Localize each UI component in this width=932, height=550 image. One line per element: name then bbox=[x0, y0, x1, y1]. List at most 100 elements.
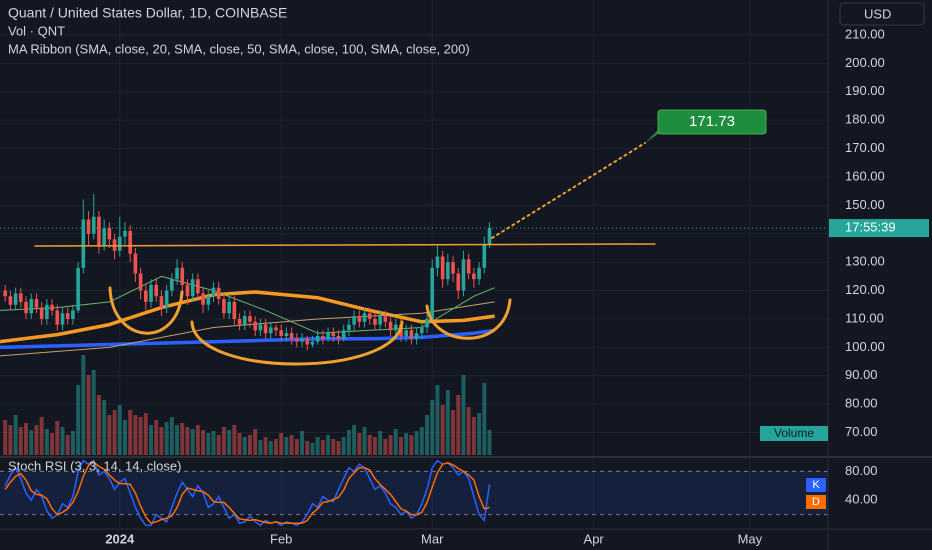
volume-bar bbox=[399, 437, 403, 455]
candle-body bbox=[425, 318, 429, 328]
volume-bar bbox=[55, 421, 60, 455]
candle-body bbox=[216, 287, 221, 300]
y-tick-label: 190.00 bbox=[845, 83, 885, 98]
volume-bar bbox=[419, 427, 424, 455]
candle-body bbox=[487, 228, 492, 246]
volume-bar bbox=[138, 417, 143, 455]
candle-body bbox=[232, 301, 237, 319]
candle-body bbox=[65, 313, 70, 319]
candle-body bbox=[60, 313, 65, 325]
candle-body bbox=[284, 333, 289, 336]
ma-line bbox=[0, 328, 495, 350]
candle-body bbox=[310, 341, 315, 345]
volume-bar bbox=[86, 375, 91, 455]
volume-bar bbox=[456, 395, 461, 455]
volume-pane bbox=[3, 355, 492, 455]
volume-bar bbox=[128, 410, 133, 455]
volume-bar bbox=[372, 437, 377, 455]
volume-bar bbox=[76, 385, 81, 455]
volume-bar bbox=[65, 435, 70, 455]
candle-body bbox=[242, 316, 247, 325]
volume-bar bbox=[393, 429, 398, 455]
volume-bar bbox=[24, 423, 29, 455]
volume-bar bbox=[232, 425, 237, 455]
candle-body bbox=[71, 310, 75, 319]
chart-title: Quant / United States Dollar, 1D, COINBA… bbox=[8, 5, 287, 21]
volume-bar bbox=[159, 427, 164, 455]
volume-bar bbox=[81, 355, 86, 455]
volume-bar bbox=[216, 435, 221, 455]
candle-body bbox=[170, 279, 174, 291]
candle-body bbox=[279, 330, 284, 336]
volume-bar bbox=[133, 415, 138, 455]
volume-bar bbox=[70, 431, 75, 455]
volume-bar bbox=[13, 415, 18, 455]
volume-bar bbox=[388, 435, 393, 455]
volume-bar bbox=[18, 427, 23, 455]
volume-bar bbox=[352, 425, 357, 455]
volume-bar bbox=[451, 410, 456, 455]
candle-body bbox=[24, 301, 28, 314]
candle-body bbox=[393, 324, 398, 331]
y-tick-label: 160.00 bbox=[845, 168, 885, 183]
x-tick-label: 2024 bbox=[105, 531, 135, 546]
candle-body bbox=[289, 333, 294, 339]
volume-bar bbox=[154, 420, 159, 455]
currency-box[interactable] bbox=[839, 2, 925, 26]
candle-body bbox=[362, 313, 367, 322]
volume-bar bbox=[175, 425, 180, 455]
candles bbox=[0, 193, 828, 351]
volume-bar bbox=[383, 439, 388, 455]
volume-bar bbox=[378, 431, 383, 455]
volume-label: Volume bbox=[774, 426, 814, 440]
candle-body bbox=[446, 262, 450, 280]
volume-bar bbox=[102, 400, 107, 455]
volume-bar bbox=[190, 429, 195, 455]
x-tick-label: May bbox=[738, 531, 763, 546]
candle-body bbox=[305, 338, 310, 345]
volume-bar bbox=[477, 413, 482, 455]
candle-body bbox=[321, 335, 325, 339]
y-tick-label: 180.00 bbox=[845, 112, 885, 127]
candle-body bbox=[300, 338, 304, 342]
volume-bar bbox=[320, 440, 325, 455]
x-tick-label: Apr bbox=[584, 531, 605, 546]
volume-bar bbox=[164, 422, 169, 455]
candle-body bbox=[149, 284, 153, 302]
candle-body bbox=[196, 279, 200, 294]
y-tick-label: 130.00 bbox=[845, 254, 885, 269]
volume-bar bbox=[409, 435, 414, 455]
projection bbox=[491, 142, 646, 239]
volume-bar bbox=[414, 431, 419, 455]
candle-body bbox=[128, 230, 133, 254]
candle-body bbox=[248, 316, 252, 322]
candle-body bbox=[13, 293, 18, 305]
candle-body bbox=[138, 273, 143, 291]
volume-bar bbox=[206, 433, 211, 455]
volume-bar bbox=[300, 431, 305, 455]
candle-body bbox=[180, 267, 185, 285]
cup-right bbox=[425, 298, 512, 340]
y-tick-label: 110.00 bbox=[845, 310, 884, 325]
candle-body bbox=[451, 262, 455, 274]
candle-body bbox=[341, 330, 346, 339]
indicator: MA Ribbon (SMA, close, 20, SMA, close, 5… bbox=[8, 41, 470, 56]
volume-bar bbox=[425, 415, 429, 455]
candle-body bbox=[295, 338, 299, 342]
candle-body bbox=[315, 335, 320, 342]
y-tick-label: 210.00 bbox=[845, 26, 885, 41]
candle-body bbox=[263, 324, 268, 334]
volume-bar bbox=[404, 433, 409, 455]
volume-bar bbox=[201, 430, 206, 455]
stoch-line bbox=[4, 461, 490, 525]
y-tick-label: 40.00 bbox=[845, 492, 878, 507]
y-tick-label: 170.00 bbox=[845, 140, 885, 155]
candle-body bbox=[175, 267, 179, 280]
volume-bar bbox=[289, 435, 294, 455]
subtitle: Vol · QNT bbox=[8, 23, 65, 38]
volume-bar bbox=[274, 439, 278, 455]
countdown: 17:55:39 bbox=[845, 220, 896, 235]
candle-body bbox=[336, 335, 341, 339]
candle-body bbox=[91, 216, 96, 234]
